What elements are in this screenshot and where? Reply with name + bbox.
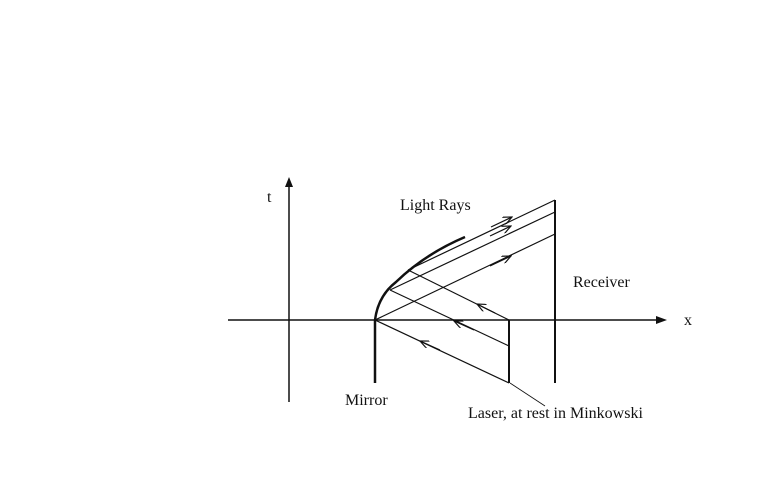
axes [228, 177, 667, 402]
arrow [454, 321, 475, 331]
ray [389, 289, 510, 347]
ray [374, 319, 510, 384]
arrow [420, 341, 441, 351]
ray [407, 199, 556, 271]
x-arrow [656, 316, 667, 324]
arrow [489, 226, 511, 237]
ray [374, 233, 556, 321]
arrow [490, 217, 512, 228]
leader [509, 382, 546, 407]
laser-label: Laser, at rest in Minkowski [468, 405, 643, 422]
arrow [489, 256, 511, 267]
t-label: t [267, 189, 272, 206]
mirror-curve [373, 235, 466, 321]
rays [374, 199, 556, 407]
x-label: x [684, 312, 692, 329]
ray [389, 211, 556, 291]
mirror-label: Mirror [345, 392, 388, 409]
light-rays-label: Light Rays [400, 197, 471, 214]
worldlines [373, 200, 556, 383]
arrow [477, 304, 496, 314]
receiver-label: Receiver [573, 274, 631, 291]
t-arrow [285, 177, 293, 187]
